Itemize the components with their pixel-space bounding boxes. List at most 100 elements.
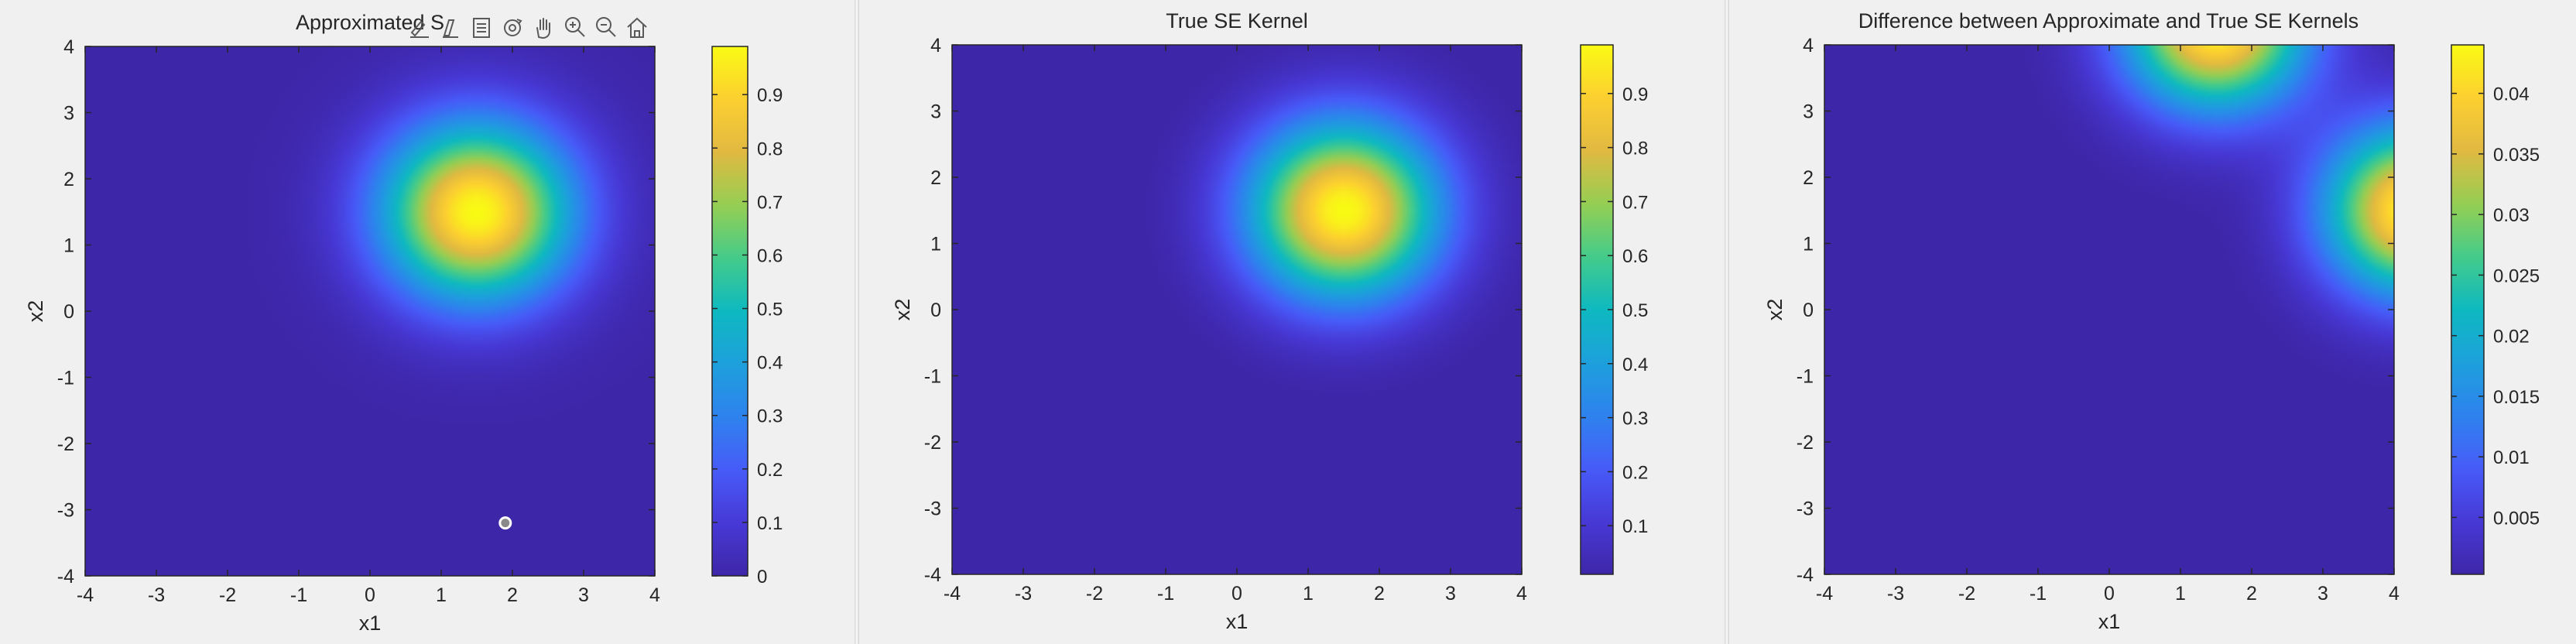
colorbar-tick-label: 0.1: [1622, 516, 1648, 537]
colorbar-tick-label: 0.6: [757, 245, 783, 266]
y-axis-label: x2: [24, 300, 47, 323]
chart-title: True SE Kernel: [1166, 9, 1308, 33]
x-tick-label: 3: [578, 584, 589, 606]
panel-divider[interactable]: [855, 0, 859, 644]
colorbar-tick-label: 0.025: [2493, 265, 2540, 286]
y-tick-label: 2: [1803, 167, 1814, 189]
colorbar-tick-label: 0.5: [757, 300, 783, 320]
y-tick-label: -2: [1797, 432, 1814, 454]
y-tick-label: 2: [930, 167, 941, 189]
x-tick-label: 4: [1516, 583, 1527, 605]
colorbar[interactable]: [711, 46, 748, 577]
rotate-icon[interactable]: [502, 15, 525, 40]
x-tick-label: -2: [1958, 583, 1975, 605]
y-tick-label: 0: [930, 300, 941, 321]
home-icon[interactable]: [625, 15, 649, 40]
zoom-out-icon[interactable]: [594, 15, 618, 40]
y-tick-label: 4: [63, 36, 74, 58]
colorbar-tick-label: 0.4: [1622, 355, 1648, 375]
x-tick-label: -4: [77, 584, 94, 606]
y-tick-label: 3: [1803, 101, 1814, 123]
y-tick-label: 0: [63, 301, 74, 323]
y-axis-label: x2: [891, 299, 914, 321]
heatmap-surface[interactable]: [85, 46, 655, 576]
y-tick-label: -3: [57, 500, 74, 522]
y-tick-label: 4: [930, 35, 941, 57]
colorbar-tick-label: 0.1: [757, 513, 783, 534]
colorbar-tick-label: 0.3: [757, 406, 783, 427]
heatmap-surface[interactable]: [1824, 45, 2394, 574]
y-axis-label: x2: [1763, 299, 1786, 321]
x-tick-label: 2: [2246, 583, 2257, 605]
y-tick-label: 1: [930, 234, 941, 255]
colorbar[interactable]: [2451, 44, 2485, 575]
x-tick-label: 2: [507, 584, 518, 606]
x-tick-label: 1: [436, 584, 447, 606]
y-tick-label: -4: [924, 564, 941, 586]
x-tick-label: -3: [1887, 583, 1904, 605]
pan-icon[interactable]: [533, 15, 556, 40]
x-axis-label: x1: [2098, 610, 2121, 633]
chart-true-kernel[interactable]: -4 -3 -2 -1 0 1 2 3 4 -4 -3 -2 -1 0 1 2 3 4 x1 x2 True SE Ke…: [859, 0, 1725, 644]
colorbar-tick-label: 0.02: [2493, 327, 2530, 348]
y-tick-label: -1: [924, 366, 941, 388]
chart-approximated[interactable]: -4 -3 -2 -1 0 1 2 3 4-4-3-2-101234x1x2Approximat…: [0, 0, 855, 644]
x-tick-label: 1: [1303, 583, 1314, 605]
colorbar-tick-label: 0.2: [1622, 462, 1648, 483]
colorbar-tick-label: 0.04: [2493, 84, 2530, 105]
x-tick-label: -3: [148, 584, 165, 606]
colorbar-tick-label: 0.8: [757, 139, 783, 159]
x-tick-label: 4: [2389, 583, 2400, 605]
colorbar-tick-label: 0.01: [2493, 447, 2530, 468]
y-tick-label: 1: [1803, 234, 1814, 255]
y-tick-label: 1: [63, 235, 74, 257]
y-tick-label: -2: [924, 432, 941, 454]
x-tick-label: 3: [1445, 583, 1456, 605]
legend-icon[interactable]: [471, 15, 494, 40]
colorbar-tick-label: 0.7: [1622, 192, 1648, 213]
colorbar-tick-label: 0.03: [2493, 205, 2530, 226]
colorbar-tick-label: 0.015: [2493, 387, 2540, 408]
y-tick-label: 0: [1803, 300, 1814, 321]
colorbar-tick-label: 0.5: [1622, 300, 1648, 321]
x-tick-label: 3: [2317, 583, 2328, 605]
x-tick-label: 0: [1231, 583, 1242, 605]
x-tick-label: 1: [2175, 583, 2186, 605]
panel-divider[interactable]: [1725, 0, 1729, 644]
y-tick-label: -1: [1797, 366, 1814, 388]
heatmap-surface[interactable]: [952, 45, 1522, 574]
y-tick-label: -3: [1797, 498, 1814, 520]
y-tick-label: 4: [1803, 35, 1814, 57]
panel-approximated: -4 -3 -2 -1 0 1 2 3 4 -4 -3 -2 -1 0 1 2 3 4 x1 x2 Approximat…: [0, 0, 855, 644]
brush-icon[interactable]: [409, 15, 432, 40]
colorbar-tick-label: 0.7: [757, 192, 783, 213]
y-tick-label: -3: [924, 498, 941, 520]
colorbar-tick-label: 0.035: [2493, 145, 2540, 166]
y-tick-label: -4: [57, 566, 74, 587]
y-tick-label: -2: [57, 433, 74, 455]
colorbar-tick-label: 0.2: [757, 460, 783, 481]
x-tick-label: -3: [1015, 583, 1032, 605]
x-tick-label: 0: [2104, 583, 2115, 605]
x-tick-label: 4: [649, 584, 660, 606]
chart-difference[interactable]: -4 -3 -2 -1 0 1 2 3 4 -4 -3 -2 -1 0 1 2 3 4 x1 x2 Difference…: [1729, 0, 2576, 644]
x-tick-label: -4: [944, 583, 961, 605]
x-tick-label: 0: [365, 584, 375, 606]
colorbar-tick-label: 0.4: [757, 353, 783, 374]
x-tick-label: -2: [1086, 583, 1103, 605]
y-tick-label: 3: [930, 101, 941, 123]
colorbar-tick-label: 0.8: [1622, 139, 1648, 159]
axes-toolbar: [409, 15, 649, 40]
y-tick-label: -1: [57, 368, 74, 389]
zoom-in-icon[interactable]: [564, 15, 587, 40]
panel-difference: -4 -3 -2 -1 0 1 2 3 4 -4 -3 -2 -1 0 1 2 3 4 x1 x2 Difference…: [1729, 0, 2576, 644]
data-cursor-marker[interactable]: [498, 516, 512, 530]
x-tick-label: -1: [290, 584, 307, 606]
x-tick-label: -1: [1157, 583, 1174, 605]
y-tick-label: -4: [1797, 564, 1814, 586]
data-tips-icon[interactable]: [440, 15, 463, 40]
x-tick-label: -2: [219, 584, 236, 606]
colorbar-tick-label: 0: [757, 567, 767, 587]
x-axis-label: x1: [359, 611, 382, 635]
